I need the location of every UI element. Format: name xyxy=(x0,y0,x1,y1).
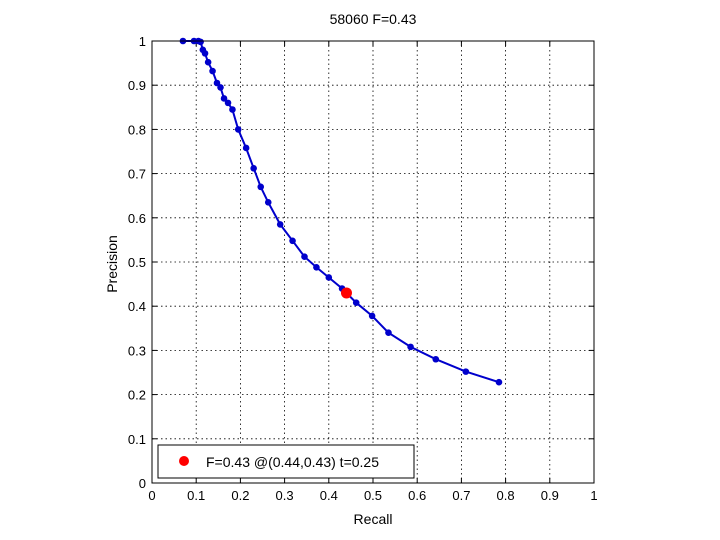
y-axis-title: Precision xyxy=(104,235,120,293)
legend: F=0.43 @(0.44,0.43) t=0.25 xyxy=(157,444,415,479)
data-point xyxy=(220,95,228,102)
data-point xyxy=(352,299,360,306)
legend-box xyxy=(157,444,415,479)
legend-marker-icon xyxy=(179,456,189,466)
data-point xyxy=(204,58,212,66)
data-point xyxy=(301,253,308,260)
x-tick-label: 0.1 xyxy=(187,488,205,503)
data-point xyxy=(462,368,470,375)
y-axis-ticks: 0 0.1 0.2 0.3 0.4 0.5 0.6 0.7 0.8 0.9 1 xyxy=(128,34,594,491)
y-tick-label: 0.8 xyxy=(128,122,146,137)
data-point xyxy=(229,106,236,113)
data-point xyxy=(201,50,209,57)
y-tick-label: 0.4 xyxy=(128,299,146,314)
data-point xyxy=(217,84,224,91)
y-tick-label: 0 xyxy=(139,476,146,491)
y-tick-label: 0.6 xyxy=(128,211,146,226)
data-point xyxy=(213,79,221,87)
data-point xyxy=(432,355,440,363)
y-tick-label: 1 xyxy=(139,34,146,49)
grid-lines xyxy=(152,41,594,483)
data-point xyxy=(224,99,232,107)
data-point xyxy=(257,183,265,191)
data-point xyxy=(289,237,296,245)
x-tick-label: 0.8 xyxy=(497,488,515,503)
x-tick-label: 0.6 xyxy=(408,488,426,503)
x-axis-ticks: 0 0.1 0.2 0.3 0.4 0.5 0.6 0.7 0.8 0.9 1 xyxy=(148,41,598,503)
x-tick-label: 0.2 xyxy=(231,488,249,503)
x-tick-label: 0.3 xyxy=(276,488,294,503)
pr-curve-points xyxy=(179,37,503,386)
data-point xyxy=(368,312,376,320)
data-point xyxy=(276,221,284,228)
y-tick-label: 0.3 xyxy=(128,343,146,358)
y-tick-label: 0.7 xyxy=(128,167,146,182)
data-point xyxy=(264,199,272,206)
plot-frame xyxy=(151,40,595,484)
y-tick-label: 0.9 xyxy=(128,78,146,93)
legend-label: F=0.43 @(0.44,0.43) t=0.25 xyxy=(206,454,379,470)
data-point xyxy=(209,67,216,75)
pr-curve-line xyxy=(182,40,500,384)
y-tick-label: 0.1 xyxy=(128,432,146,447)
y-tick-label: 0.2 xyxy=(128,388,146,403)
data-point xyxy=(325,274,333,281)
chart-title: 58060 F=0.43 xyxy=(330,11,417,27)
data-point xyxy=(250,164,257,172)
data-point xyxy=(407,343,414,351)
x-tick-label: 0.5 xyxy=(364,488,382,503)
x-tick-label: 0.9 xyxy=(541,488,559,503)
x-axis-title: Recall xyxy=(354,511,393,527)
y-tick-label: 0.5 xyxy=(128,255,146,270)
data-point xyxy=(495,378,503,386)
data-point xyxy=(385,329,392,337)
x-tick-label: 0.7 xyxy=(452,488,470,503)
x-tick-label: 1 xyxy=(590,488,597,503)
data-point xyxy=(197,38,204,46)
best-f-point xyxy=(340,287,352,299)
x-tick-label: 0.4 xyxy=(320,488,338,503)
data-point xyxy=(313,264,320,271)
data-point xyxy=(234,126,242,133)
x-tick-label: 0 xyxy=(148,488,155,503)
data-point xyxy=(242,144,250,152)
